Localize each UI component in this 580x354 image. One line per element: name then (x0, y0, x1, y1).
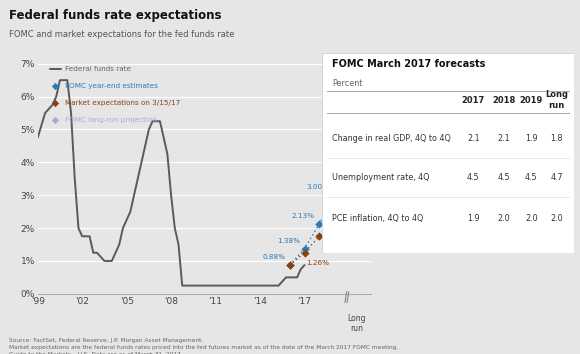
Text: Unemployment rate, 4Q: Unemployment rate, 4Q (332, 173, 430, 182)
Point (285, 262, 294, 268)
Point (50, 100, 60, 105)
Text: 4.5: 4.5 (497, 173, 510, 182)
Text: Federal funds rate expectations: Federal funds rate expectations (9, 9, 221, 22)
Point (50, 117, 60, 123)
Text: Change in real GDP, 4Q to 4Q: Change in real GDP, 4Q to 4Q (332, 133, 451, 143)
Text: 2019: 2019 (520, 96, 543, 104)
Text: FOMC year-end estimates: FOMC year-end estimates (65, 83, 158, 89)
Text: FOMC and market expectations for the fed funds rate: FOMC and market expectations for the fed… (9, 30, 234, 39)
Point (315, 234, 324, 239)
Text: 0.88%: 0.88% (262, 254, 285, 260)
Text: 3.00%: 3.00% (307, 184, 329, 190)
Text: Percent: Percent (332, 79, 362, 88)
Text: 1.26%: 1.26% (306, 260, 329, 266)
Text: 1.75%: 1.75% (321, 244, 343, 250)
Text: 2.13%: 2.13% (292, 213, 315, 219)
Text: Market expectations on 3/15/17: Market expectations on 3/15/17 (65, 100, 180, 106)
Text: FOMC March 2017 forecasts: FOMC March 2017 forecasts (332, 59, 485, 69)
Text: 1.9: 1.9 (467, 213, 480, 223)
Text: FOMC long-run projection: FOMC long-run projection (65, 117, 157, 123)
Text: 1.38%: 1.38% (277, 238, 300, 244)
Text: Long
run: Long run (545, 90, 568, 110)
Text: Source: FactSet, Federal Reserve, J.P. Morgan Asset Management.
Market expectati: Source: FactSet, Federal Reserve, J.P. M… (9, 338, 398, 354)
Text: 2018: 2018 (492, 96, 515, 104)
Text: 4.5: 4.5 (525, 173, 538, 182)
Text: 2.02%: 2.02% (335, 235, 358, 241)
Text: 2.1: 2.1 (467, 133, 480, 143)
Text: 2017: 2017 (462, 96, 485, 104)
Text: Long
run: Long run (347, 314, 365, 333)
Text: 4.5: 4.5 (467, 173, 480, 182)
Point (300, 246, 309, 251)
Text: 1.9: 1.9 (525, 133, 538, 143)
Point (351, 192, 361, 198)
Point (315, 221, 324, 227)
Point (285, 262, 294, 268)
Point (329, 224, 339, 230)
Text: 4.7: 4.7 (550, 173, 563, 182)
Text: 2.1: 2.1 (497, 133, 510, 143)
Text: 2.0: 2.0 (525, 213, 538, 223)
FancyBboxPatch shape (322, 53, 574, 253)
Text: 1.8: 1.8 (550, 133, 563, 143)
Text: Federal funds rate: Federal funds rate (65, 65, 131, 72)
Text: PCE inflation, 4Q to 4Q: PCE inflation, 4Q to 4Q (332, 213, 423, 223)
Text: 2.0: 2.0 (497, 213, 510, 223)
Point (300, 250, 309, 255)
Text: 3.00%: 3.00% (357, 184, 380, 190)
Point (50, 83, 60, 88)
Point (329, 192, 339, 198)
Text: 2.0: 2.0 (550, 213, 563, 223)
